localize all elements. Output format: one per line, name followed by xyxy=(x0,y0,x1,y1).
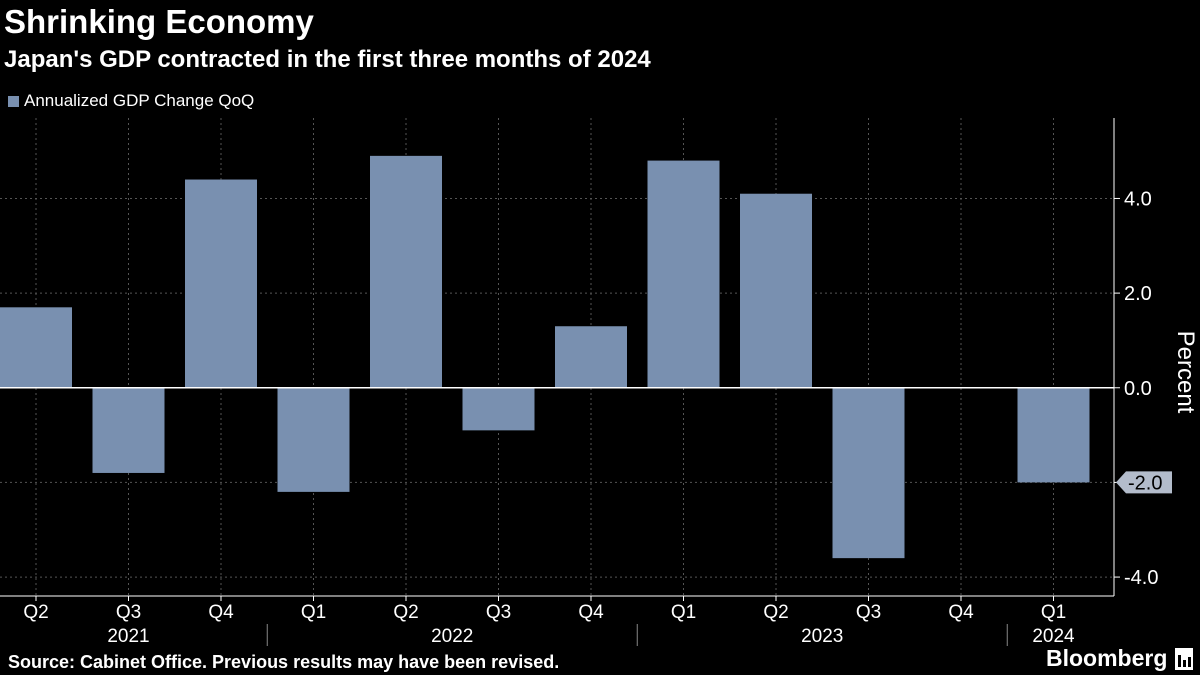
bar xyxy=(647,160,720,388)
bar xyxy=(92,387,165,473)
x-tick-label: Q1 xyxy=(671,602,696,623)
legend-label: Annualized GDP Change QoQ xyxy=(24,91,255,110)
y-tick-label: -4.0 xyxy=(1124,567,1158,589)
brand: Bloomberg xyxy=(1046,645,1194,672)
x-tick-label: Q1 xyxy=(1041,602,1066,623)
bar xyxy=(740,193,812,388)
bar xyxy=(185,179,257,388)
y-tick-label: 2.0 xyxy=(1124,283,1152,305)
y-tick-label: 0.0 xyxy=(1124,378,1152,400)
chart-title: Shrinking Economy xyxy=(4,3,314,40)
callout-tag xyxy=(1116,471,1172,494)
x-tick-label: Q3 xyxy=(116,602,141,623)
source-note: Source: Cabinet Office. Previous results… xyxy=(8,652,560,672)
x-tick-label: Q2 xyxy=(763,602,788,623)
y-axis-title: Percent xyxy=(1172,331,1199,414)
legend: Annualized GDP Change QoQ xyxy=(8,90,254,112)
bar xyxy=(555,326,627,388)
bar xyxy=(1017,387,1090,483)
x-tick-label: Q4 xyxy=(948,602,974,623)
x-tick-label: Q3 xyxy=(856,602,881,623)
x-tick-label: Q2 xyxy=(393,602,418,623)
chart-subtitle: Japan's GDP contracted in the first thre… xyxy=(4,46,651,73)
x-tick-label: Q4 xyxy=(208,602,234,623)
x-tick-label: Q2 xyxy=(23,602,48,623)
year-label: 2022 xyxy=(431,626,473,647)
bar xyxy=(277,387,350,492)
legend-swatch xyxy=(8,95,19,107)
bloomberg-logo-icon xyxy=(1175,647,1194,670)
brand-name: Bloomberg xyxy=(1046,645,1168,671)
year-label: 2023 xyxy=(801,626,843,647)
x-tick-label: Q1 xyxy=(301,602,326,623)
x-tick-label: Q4 xyxy=(578,602,604,623)
x-tick-label: Q3 xyxy=(486,602,511,623)
bar xyxy=(462,387,535,431)
callout-label: -2.0 xyxy=(1128,472,1162,494)
y-tick-label: 4.0 xyxy=(1124,188,1152,210)
bar xyxy=(832,387,905,559)
year-label: 2024 xyxy=(1032,626,1075,647)
year-label: 2021 xyxy=(107,626,149,647)
bar xyxy=(370,155,442,388)
bar xyxy=(0,307,72,388)
